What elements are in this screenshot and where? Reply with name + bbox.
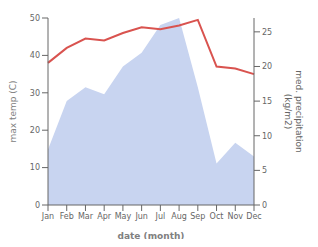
svg-text:40: 40: [30, 51, 40, 60]
svg-text:Jul: Jul: [155, 212, 166, 221]
svg-text:Nov: Nov: [227, 212, 243, 221]
svg-text:Mar: Mar: [78, 212, 94, 221]
svg-text:Sep: Sep: [190, 212, 205, 221]
svg-text:date (month): date (month): [118, 231, 185, 239]
svg-text:0: 0: [262, 201, 267, 210]
svg-text:Jun: Jun: [134, 212, 148, 221]
svg-text:20: 20: [30, 126, 40, 135]
svg-text:15: 15: [262, 97, 272, 106]
svg-text:5: 5: [262, 166, 267, 175]
svg-text:25: 25: [262, 28, 272, 37]
svg-text:med. precipitation(kg/m2): med. precipitation(kg/m2): [283, 70, 304, 152]
svg-text:30: 30: [30, 89, 40, 98]
svg-text:Jan: Jan: [41, 212, 54, 221]
svg-text:Dec: Dec: [246, 212, 261, 221]
svg-text:Feb: Feb: [60, 212, 74, 221]
svg-text:10: 10: [30, 163, 40, 172]
svg-text:Aug: Aug: [171, 212, 187, 221]
svg-text:50: 50: [30, 14, 40, 23]
svg-text:Apr: Apr: [97, 212, 112, 221]
svg-text:Oct: Oct: [210, 212, 224, 221]
svg-text:10: 10: [262, 132, 272, 141]
svg-text:0: 0: [35, 201, 40, 210]
svg-text:max temp (C): max temp (C): [8, 80, 18, 142]
svg-text:20: 20: [262, 62, 272, 71]
svg-text:May: May: [115, 212, 132, 221]
